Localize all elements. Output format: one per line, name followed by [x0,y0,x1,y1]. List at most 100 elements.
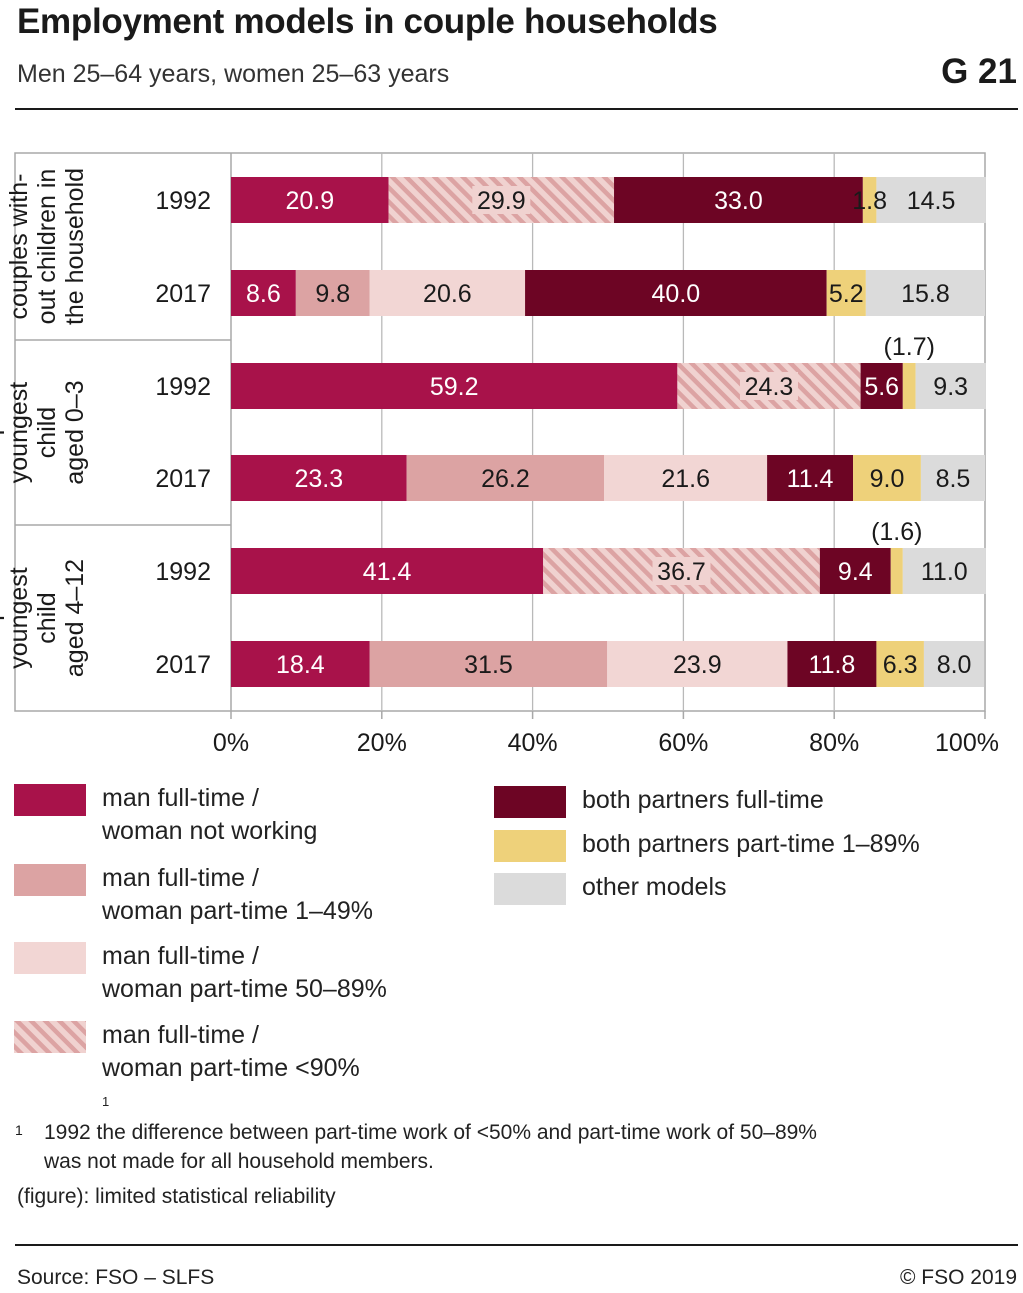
legend-swatch [494,830,566,862]
data-label: 36.7 [657,558,706,586]
bar-segment [231,641,370,687]
footnote-mark: 1 [15,1122,23,1138]
year-label: 1992 [155,558,211,586]
footer-rule [15,1244,1018,1246]
plot-frame [14,152,986,712]
chart-subtitle: Men 25–64 years, women 25–63 years [17,60,450,88]
data-label: 8.5 [936,465,971,493]
bar-segment [876,177,986,223]
data-label: 23.9 [673,651,722,679]
legend-swatch [14,784,86,816]
bar-segment [865,270,985,316]
data-label: 18.4 [276,651,325,679]
bar-segment [231,548,544,594]
bar-segment [902,363,916,409]
legend-swatch [494,873,566,905]
data-label: 9.0 [870,465,905,493]
legend-label: man full-time / woman part-time 1–49% [102,864,373,925]
year-label: 2017 [155,651,211,679]
x-tick-label: 20% [357,729,407,757]
data-label: 9.8 [315,280,350,308]
data-label: 11.0 [921,558,968,586]
data-label: 5.6 [864,373,899,401]
group-label: couples with-out children inthe househol… [5,168,89,325]
bar-segment [915,363,986,409]
data-label: 24.3 [745,373,794,401]
group-label-line: youngest [5,567,33,669]
legend-label: man full-time / woman not working [102,784,318,845]
reliability-note: (figure): limited statistical reliabilit… [17,1185,336,1208]
bar-segment [923,641,985,687]
bar-segment [231,455,407,501]
data-label: 21.6 [661,465,710,493]
bar-segment [787,641,877,687]
x-tick-label: 40% [508,729,558,757]
legend-label: man full-time / woman part-time <90% 1 [102,1021,360,1109]
group-label-line: child [33,592,61,643]
bar-segment [614,177,863,223]
bar-segment [920,455,985,501]
year-label: 1992 [155,373,211,401]
x-tick-label: 80% [809,729,859,757]
bar-segment [295,270,370,316]
data-label: 8.6 [246,280,281,308]
bar-segment [876,641,924,687]
data-label: 33.0 [714,187,763,215]
header-rule [15,108,1018,110]
bar-segment [231,177,389,223]
legend-swatch [14,942,86,974]
footnote-line-1: 1992 the difference between part-time wo… [44,1121,817,1144]
group-label-line: couples [0,575,5,661]
footnote-line-2: was not made for all household members. [44,1150,434,1173]
year-label: 2017 [155,465,211,493]
legend-swatch [14,864,86,896]
group-label-line: out children in [33,169,61,325]
data-label: 29.9 [477,187,526,215]
bar-segment [231,270,296,316]
data-label: 11.8 [809,651,856,679]
group-label-line: aged 4–12 [61,559,89,677]
group-label: couplesyoungestchildaged 0–3 [0,380,89,484]
bar-segment [862,177,877,223]
bar-segment [607,641,788,687]
data-label: 59.2 [430,373,479,401]
source-text: Source: FSO – SLFS [17,1266,215,1289]
legend-label: both partners full-time [582,786,824,814]
data-label: 23.3 [295,465,344,493]
bar-segment [604,455,768,501]
legend-swatch [494,786,566,818]
group-label: couplesyoungestchildaged 4–12 [0,559,89,677]
data-label: 8.0 [937,651,972,679]
data-label: 5.2 [829,280,864,308]
annotation-label: (1.6) [871,518,922,546]
bar-segment [369,270,526,316]
bar-segment [767,455,854,501]
data-label: 40.0 [652,280,701,308]
x-tick-label: 100% [935,729,999,757]
year-label: 2017 [155,280,211,308]
legend-label: man full-time / woman part-time 50–89% [102,942,387,1003]
data-label: 9.3 [933,373,968,401]
annotation-label: (1.7) [884,333,935,361]
data-label: 20.9 [285,187,334,215]
bar-segment [902,548,986,594]
data-label: 31.5 [464,651,513,679]
bar-segment [860,363,903,409]
x-tick-label: 0% [213,729,249,757]
group-label-line: couples [0,389,5,475]
legend-label: both partners part-time 1–89% [582,830,920,858]
data-label: 14.5 [907,187,956,215]
data-label-bg [739,372,798,400]
bar-segment [890,548,903,594]
chart-id: G 21 [941,52,1017,91]
data-label: 26.2 [481,465,530,493]
chart-title: Employment models in couple households [17,2,718,41]
data-label: 11.4 [787,465,834,493]
data-label: 6.3 [883,651,918,679]
bar-segment [819,548,891,594]
group-label-line: aged 0–3 [61,380,89,484]
x-tick-label: 60% [658,729,708,757]
year-label: 1992 [155,187,211,215]
bar-segment [853,455,921,501]
stacked-bar-chart: couples with-out children inthe househol… [0,152,999,757]
